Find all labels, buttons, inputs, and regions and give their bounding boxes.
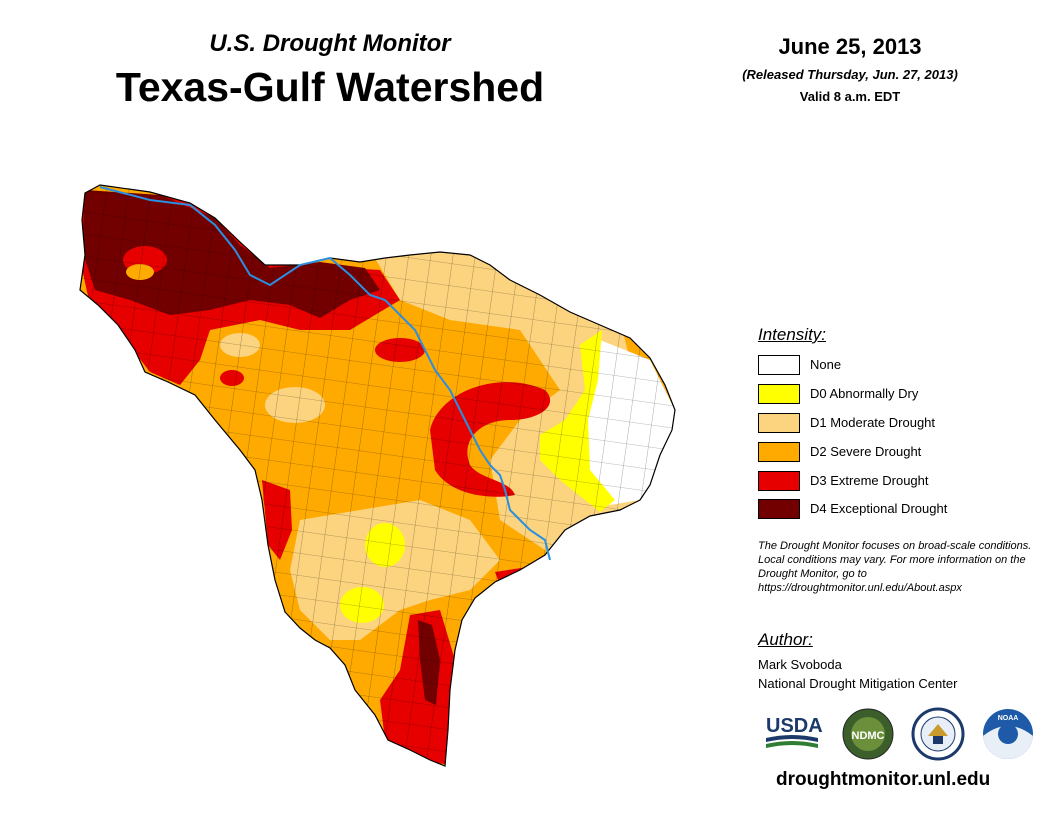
legend-item-none: None [758,355,1018,375]
commerce-seal [911,707,965,761]
drought-map [79,184,676,767]
author-heading: Author: [758,630,813,649]
legend-label: D3 Extreme Drought [810,473,929,488]
legend-label: D0 Abnormally Dry [810,386,919,401]
legend-swatch [758,384,800,404]
author-name: Mark Svoboda [758,657,842,672]
legend-title: Intensity: [758,325,827,344]
legend-item-d3: D3 Extreme Drought [758,471,1018,491]
legend-label: D4 Exceptional Drought [810,501,948,516]
legend-item-d4: D4 Exceptional Drought [758,499,1018,519]
legend-label: D1 Moderate Drought [810,415,936,430]
partner-logos: USDA NDMC NOAA [766,707,1033,761]
map-date: June 25, 2013 [778,34,922,59]
map-title: Texas-Gulf Watershed [115,64,545,110]
county-lines [80,185,675,766]
legend-swatch [758,471,800,491]
noaa-logo-text: NOAA [998,715,1019,722]
legend-swatch [758,442,800,462]
release-date: (Released Thursday, Jun. 27, 2013) [742,67,958,82]
drought-areas [80,185,675,766]
disclaimer-note: The Drought Monitor focuses on broad-sca… [758,540,1032,594]
usda-logo-text: USDA [766,715,823,737]
noaa-logo: NOAA [983,709,1033,759]
valid-time: Valid 8 a.m. EDT [799,89,901,104]
usda-logo: USDA [766,715,823,748]
author-org: National Drought Mitigation Center [758,676,958,691]
legend-swatch [758,499,800,519]
river-line [99,186,551,561]
ndmc-logo: NDMC [842,708,894,760]
legend-label: D2 Severe Drought [810,444,922,459]
legend-swatch [758,413,800,433]
legend-item-d2: D2 Severe Drought [758,442,1018,462]
legend-swatch [758,355,800,375]
legend-item-d0: D0 Abnormally Dry [758,384,1018,404]
map-subtitle: U.S. Drought Monitor [209,30,451,57]
ndmc-logo-text: NDMC [852,730,885,742]
website-url[interactable]: droughtmonitor.unl.edu [776,769,991,790]
legend-item-d1: D1 Moderate Drought [758,413,1018,433]
legend-label: None [810,357,842,372]
